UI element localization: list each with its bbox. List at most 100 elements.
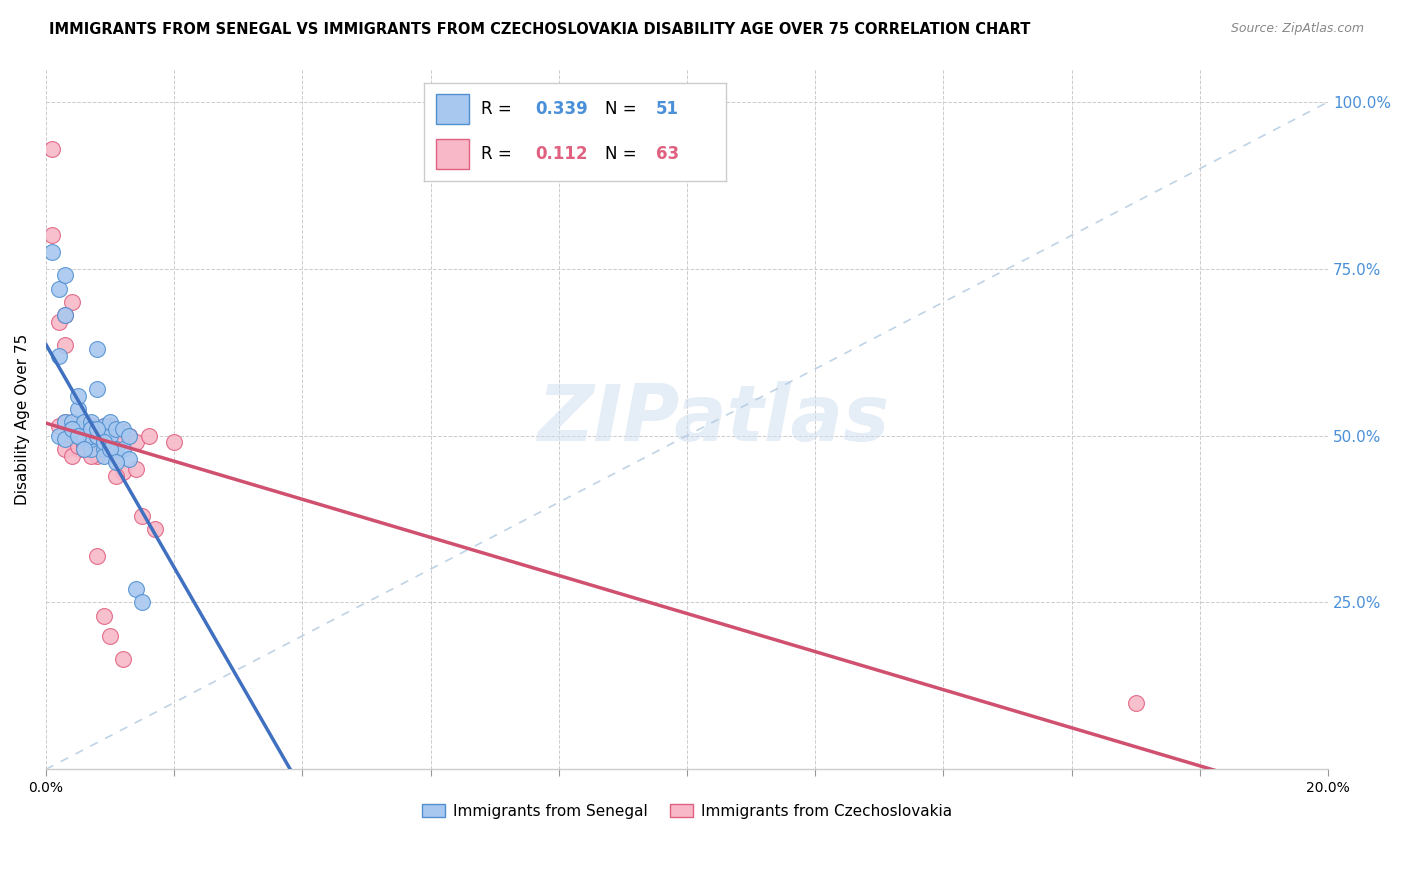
Point (86, 382, 108, 396)
Point (86, 428, 108, 442)
Point (98, 428, 121, 442)
Point (53, 309, 76, 323)
Point (80, 432, 103, 446)
Point (131, 595, 153, 609)
Point (125, 435, 148, 450)
Point (93, 442, 115, 456)
Point (86, 425, 108, 440)
Point (66, 422, 89, 436)
Point (53, 415, 76, 429)
Point (73, 425, 96, 440)
Point (60, 422, 83, 436)
Point (60, 435, 83, 450)
Point (66, 439, 89, 453)
Point (98, 435, 121, 450)
Point (73, 428, 96, 442)
Point (80, 418, 103, 433)
Point (105, 455, 128, 469)
Point (105, 442, 128, 456)
Point (80, 442, 103, 456)
Point (93, 428, 115, 442)
Point (86, 435, 108, 450)
Point (118, 428, 141, 442)
Point (60, 415, 83, 429)
Point (86, 428, 108, 442)
Point (60, 422, 83, 436)
Point (118, 428, 141, 442)
Point (105, 449, 128, 463)
Point (125, 582, 148, 596)
Point (53, 268, 76, 283)
Point (53, 442, 76, 456)
Point (66, 401, 89, 416)
Point (111, 425, 134, 440)
Point (80, 415, 103, 429)
Point (98, 428, 121, 442)
Point (66, 442, 89, 456)
Point (73, 442, 96, 456)
Point (118, 452, 141, 467)
Point (48, 349, 70, 363)
Point (41, 228, 63, 243)
Point (93, 442, 115, 456)
Point (98, 442, 121, 456)
Point (48, 418, 70, 433)
Point (73, 439, 96, 453)
Point (80, 428, 103, 442)
Point (66, 435, 89, 450)
Point (93, 418, 115, 433)
Point (80, 449, 103, 463)
Point (98, 422, 121, 436)
Point (80, 442, 103, 456)
Point (105, 468, 128, 483)
Point (66, 428, 89, 442)
Point (86, 549, 108, 563)
Point (53, 415, 76, 429)
Point (48, 428, 70, 442)
Y-axis label: Disability Age Over 75: Disability Age Over 75 (15, 334, 30, 505)
Point (111, 422, 134, 436)
Point (93, 435, 115, 450)
Point (1125, 696, 1147, 710)
Point (73, 415, 96, 429)
Text: Source: ZipAtlas.com: Source: ZipAtlas.com (1230, 22, 1364, 36)
Point (105, 422, 128, 436)
Point (66, 428, 89, 442)
Point (60, 449, 83, 463)
Point (53, 309, 76, 323)
Point (53, 432, 76, 446)
Point (111, 442, 134, 456)
Point (86, 422, 108, 436)
Point (73, 442, 96, 456)
Point (131, 508, 153, 523)
Point (86, 435, 108, 450)
Point (93, 449, 115, 463)
Point (66, 388, 89, 402)
Point (73, 432, 96, 446)
Point (86, 428, 108, 442)
Point (60, 295, 83, 310)
Point (80, 428, 103, 442)
Point (105, 435, 128, 450)
Point (118, 428, 141, 442)
Point (98, 439, 121, 453)
Point (93, 435, 115, 450)
Point (73, 422, 96, 436)
Point (98, 629, 121, 643)
Point (66, 428, 89, 442)
Point (111, 465, 134, 479)
Point (73, 442, 96, 456)
Point (98, 428, 121, 442)
Point (86, 449, 108, 463)
Point (125, 462, 148, 476)
Point (53, 338, 76, 352)
Point (60, 415, 83, 429)
Point (80, 422, 103, 436)
Point (111, 652, 134, 666)
Point (93, 432, 115, 446)
Point (143, 522, 166, 536)
Point (66, 422, 89, 436)
Point (48, 315, 70, 329)
Text: IMMIGRANTS FROM SENEGAL VS IMMIGRANTS FROM CZECHOSLOVAKIA DISABILITY AGE OVER 75: IMMIGRANTS FROM SENEGAL VS IMMIGRANTS FR… (49, 22, 1031, 37)
Point (73, 435, 96, 450)
